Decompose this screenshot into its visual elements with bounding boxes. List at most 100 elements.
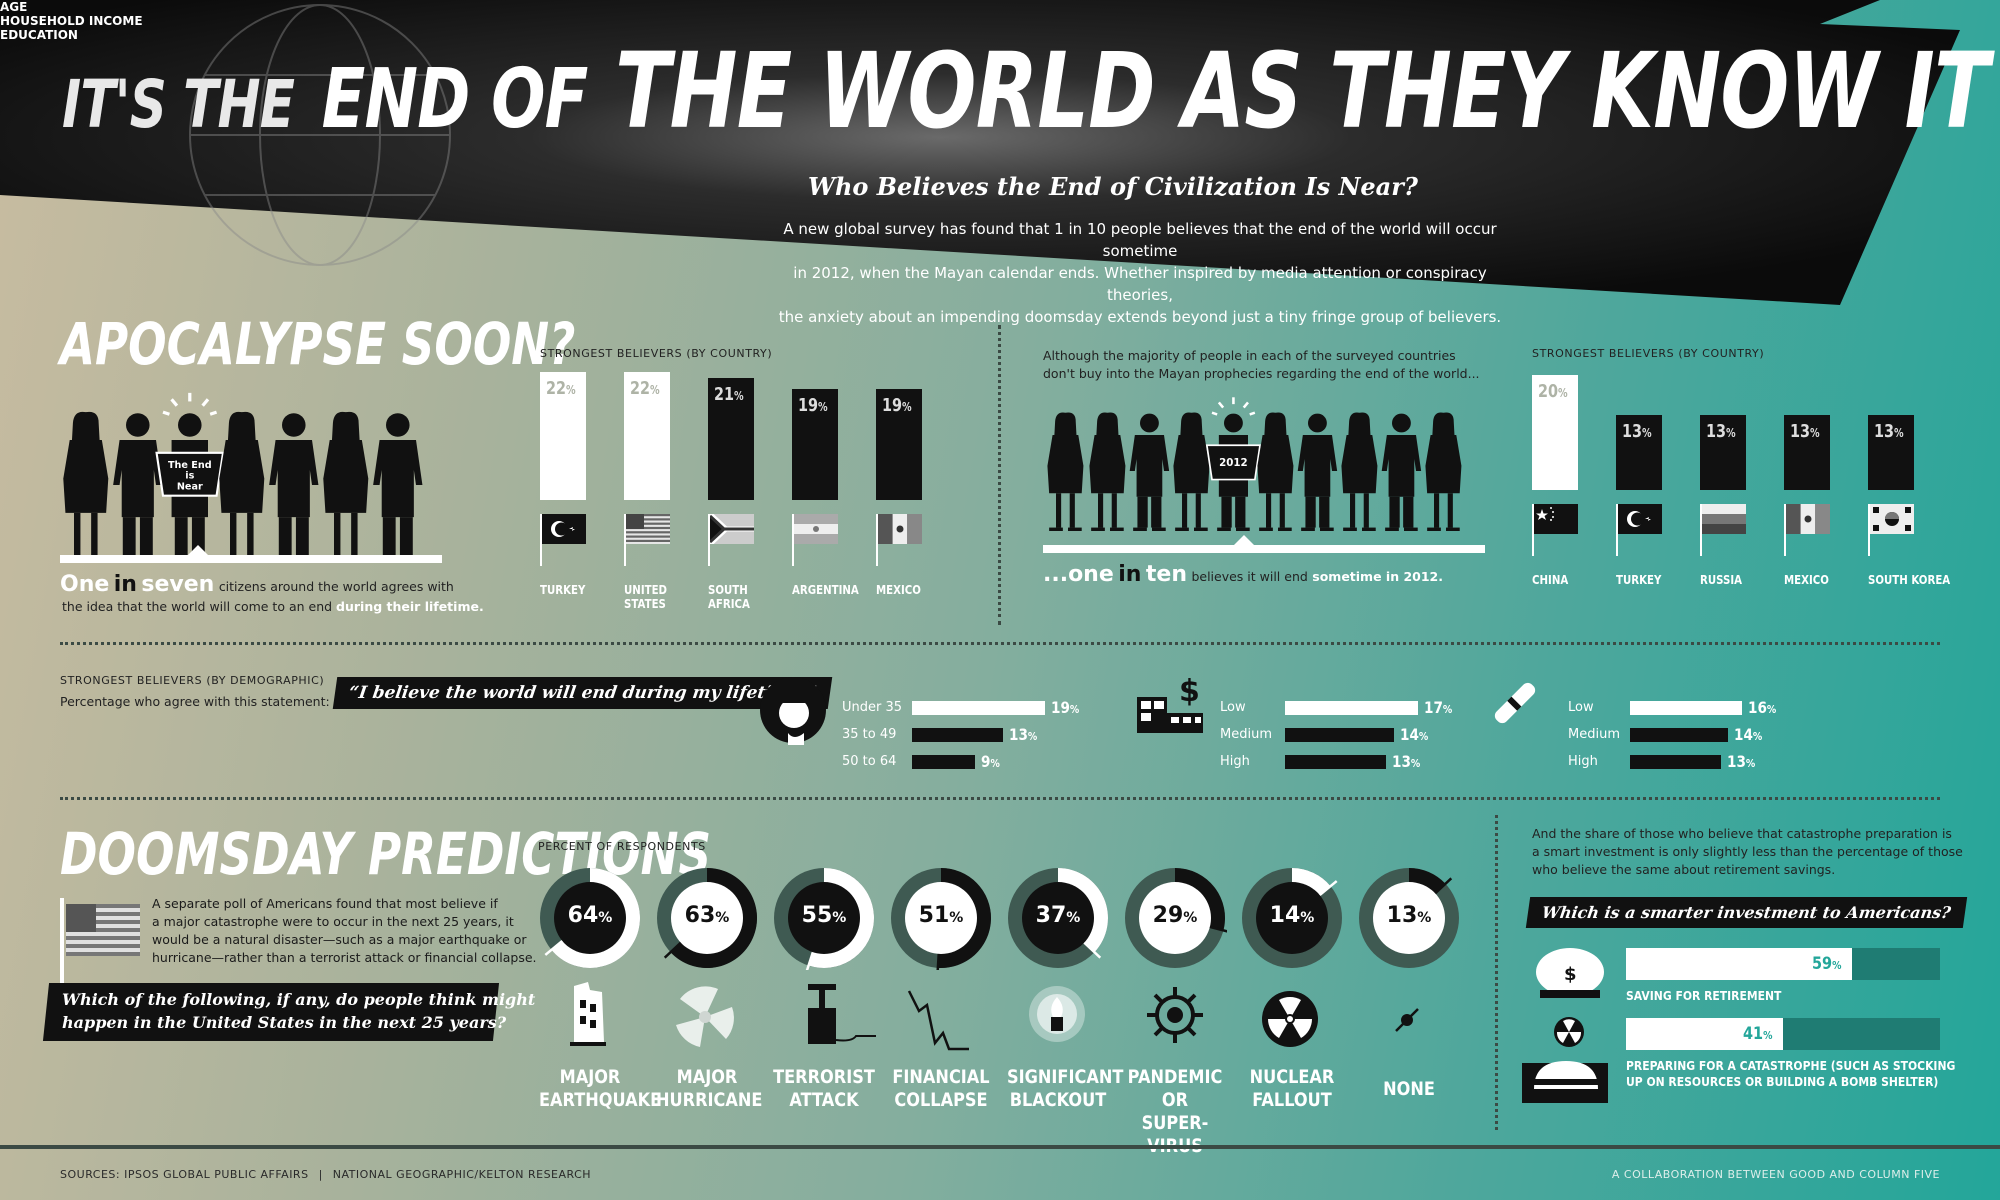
country-label: RUSSIA <box>1700 573 1742 587</box>
value-number: 14 <box>1734 725 1753 744</box>
country-bar <box>540 372 586 500</box>
value-number: 9 <box>981 752 991 771</box>
country-label: MEXICO <box>876 583 921 597</box>
value-unit: % <box>1745 757 1756 770</box>
value-unit: % <box>1300 910 1315 926</box>
demo-bar-value: 14% <box>1734 725 1762 744</box>
financial-collapse-icon <box>907 990 969 1051</box>
country-bar <box>708 377 754 500</box>
demographic-charts: AGE Under 35 19% 35 to 49 13% 50 to 64 9% HOUSE… <box>0 0 1776 771</box>
donut-hole <box>554 882 626 954</box>
country-label-line: UNITED <box>624 583 668 597</box>
investment-intro-line: who believe the same about retirement sa… <box>1532 862 1836 877</box>
country-label: TURKEY <box>540 583 585 597</box>
donut-chart: 37% <box>1006 866 1110 970</box>
source-1: SOURCES: IPSOS GLOBAL PUBLIC AFFAIRS <box>60 1168 309 1181</box>
flag-pole <box>1532 504 1534 556</box>
donut-label-line: BLACKOUT <box>1009 1089 1107 1111</box>
donut-value: 14% <box>1240 903 1344 928</box>
donut-label-line: SIGNIFICANT <box>1007 1066 1124 1088</box>
man-figure <box>1129 413 1170 531</box>
divider-vertical-bottom <box>1495 815 1498 1130</box>
donut-end-tick <box>1434 877 1453 895</box>
woman-figure <box>1425 412 1462 531</box>
flag-china-icon <box>1534 504 1578 534</box>
country-bar-value: 20% <box>1538 381 1568 402</box>
donut-value: 13% <box>1357 903 1461 928</box>
donut-label-line: MAJOR <box>559 1066 621 1088</box>
value-number: 55 <box>801 903 833 928</box>
man-figure <box>373 413 423 560</box>
donut-end-tick <box>1083 941 1102 959</box>
demo-row-label: Low <box>1568 700 1594 715</box>
donut-label-line: EARTHQUAKE <box>539 1089 662 1111</box>
divider-vertical-top <box>998 325 1001 625</box>
invest-label-line: PREPARING FOR A CATASTROPHE (SUCH AS STO… <box>1626 1059 1956 1073</box>
donut-category-label: SIGNIFICANT BLACKOUT <box>1007 1066 1124 1112</box>
demo-row-label: 50 to 64 <box>842 754 897 769</box>
donut-category-label: NUCLEAR FALLOUT <box>1241 1066 1343 1112</box>
country-label-line: AFRICA <box>708 597 750 611</box>
value-unit: % <box>1558 386 1568 400</box>
value-number: 41 <box>1743 1024 1764 1044</box>
value-number: 13 <box>1392 752 1412 771</box>
value-number: 13 <box>1009 725 1028 744</box>
doomsday-text: A separate poll of Americans found that … <box>152 895 537 967</box>
sign-text: The End <box>168 460 212 471</box>
investment-intro: And the share of those who believe that … <box>1532 825 1963 879</box>
country-label-line: CHINA <box>1532 573 1569 587</box>
stat-line2: the idea that the world will come to an … <box>62 599 333 614</box>
donut-chart-title: PERCENT OF RESPONDENTS <box>538 840 706 853</box>
donut-category-label: FINANCIAL COLLAPSE <box>890 1066 992 1112</box>
demo-bar-value: 9% <box>981 752 1000 771</box>
donut-label-line: SUPER-VIRUS <box>1141 1112 1209 1157</box>
donut-label-line: TERRORIST <box>773 1066 875 1088</box>
donut-label-line: PANDEMIC OR <box>1127 1066 1223 1111</box>
country-bar <box>1532 375 1578 490</box>
donut-hole <box>788 882 860 954</box>
question-line: happen in the United States in the next … <box>62 1013 507 1032</box>
donut-chart: 29% <box>1123 866 1232 970</box>
country-chart1-title: STRONGEST BELIEVERS (BY COUNTRY) <box>540 347 773 360</box>
sign-text: Near <box>177 481 203 492</box>
country-bar-value: 22% <box>630 378 660 399</box>
demo-row-label: High <box>1220 754 1250 769</box>
value-unit: % <box>598 910 613 926</box>
divider-horizontal-1 <box>60 642 1940 645</box>
value-unit: % <box>949 910 964 926</box>
value-unit: % <box>1894 426 1904 441</box>
virus-icon <box>1147 987 1203 1043</box>
stat-in: in <box>113 572 137 597</box>
value-number: 19 <box>882 395 903 417</box>
demo-row-label: Medium <box>1220 727 1272 742</box>
donut-category-label: MAJOR EARTHQUAKE <box>539 1066 662 1112</box>
bomb-shelter-icon <box>1522 1017 1608 1103</box>
flag-pole <box>876 514 878 566</box>
flag-united-states-icon <box>626 514 670 544</box>
stat-ten: ten <box>1145 562 1187 587</box>
value-unit: % <box>1417 910 1432 926</box>
donut-category-label: MAJOR HURRICANE <box>656 1066 762 1112</box>
invest-bar-fill <box>1626 1018 1784 1050</box>
country-label-line: MEXICO <box>876 583 921 597</box>
country-bar <box>1700 415 1746 490</box>
country-label-line: SOUTH <box>708 583 748 597</box>
donut-category-label: NONE <box>1358 1078 1460 1101</box>
source-separator: | <box>318 1168 323 1181</box>
woman-figure <box>219 411 265 560</box>
title-part3: THE WORLD AS THEY KNOW IT <box>615 30 1989 152</box>
donut-hole <box>1139 882 1211 954</box>
demo-bar <box>1285 728 1395 742</box>
country-label: MEXICO <box>1784 573 1829 587</box>
doomsday-text-line: a major catastrophe were to occur in the… <box>152 914 514 929</box>
country-label-line: ARGENTINA <box>792 583 859 597</box>
value-unit: % <box>1066 910 1081 926</box>
donut-hole <box>1373 882 1445 954</box>
country-bar-value: 13% <box>1790 421 1820 442</box>
value-number: 37 <box>1035 903 1067 928</box>
sign-holder-figure-2012: 2012 <box>1205 397 1261 531</box>
demo-row-label: Low <box>1220 700 1246 715</box>
value-number: 51 <box>918 903 950 928</box>
flag-south-korea-icon <box>1870 504 1914 534</box>
invest-label-line: SAVING FOR RETIREMENT <box>1626 989 1782 1003</box>
